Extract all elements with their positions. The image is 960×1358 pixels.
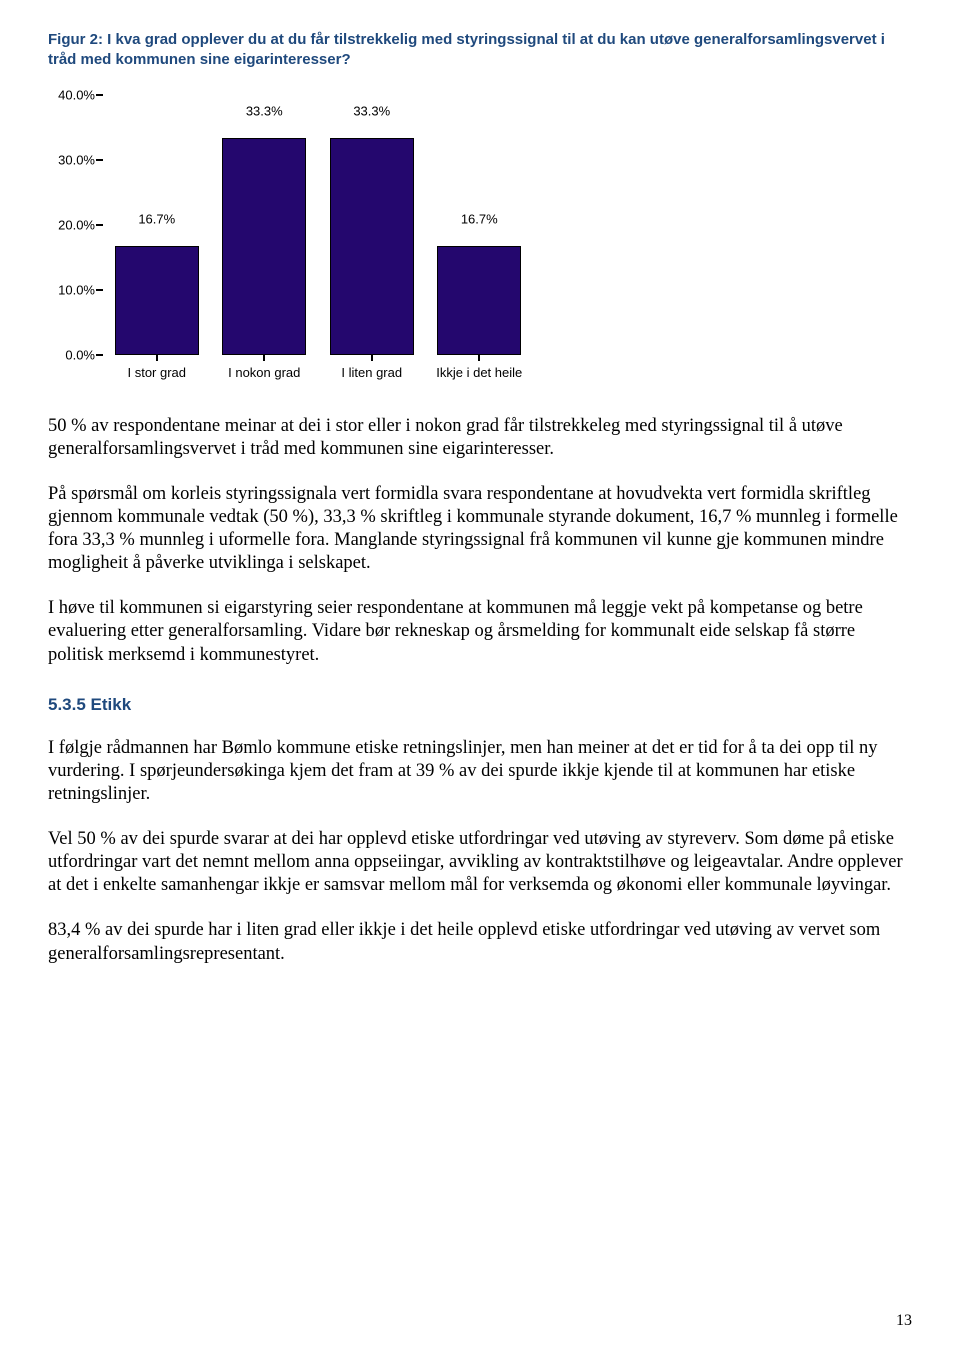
paragraph: Vel 50 % av dei spurde svarar at dei har… [48,828,912,897]
chart-x-tick-mark [263,355,265,361]
paragraph: 83,4 % av dei spurde har i liten grad el… [48,919,912,965]
chart-y-tick-label: 30.0% [58,152,95,167]
chart-x-tick-label: I stor grad [127,365,186,380]
figure-caption: Figur 2: I kva grad opplever du at du få… [48,30,912,71]
chart-y-tick-label: 0.0% [65,347,95,362]
chart-y-tick-mark [96,354,103,356]
chart-y-tick-mark [96,224,103,226]
section-heading-etikk: 5.3.5 Etikk [48,695,912,715]
chart-x-tick-mark [478,355,480,361]
chart-bar-value-label: 33.3% [246,104,283,119]
paragraph: 50 % av respondentane meinar at dei i st… [48,415,912,461]
chart-y-axis: 0.0%10.0%20.0%30.0%40.0% [48,95,103,355]
chart-x-tick-label: Ikkje i det heile [436,365,522,380]
page-number: 13 [896,1312,912,1330]
chart-bar [437,246,521,355]
chart-y-tick-mark [96,159,103,161]
chart-bar [330,138,414,354]
chart-bar-value-label: 16.7% [461,211,498,226]
paragraph: I høve til kommunen si eigarstyring seie… [48,597,912,666]
chart-bar-value-label: 33.3% [353,104,390,119]
chart-x-tick-label: I nokon grad [228,365,300,380]
chart-x-tick-label: I liten grad [341,365,402,380]
chart-x-tick-mark [156,355,158,361]
paragraph: I følgje rådmannen har Bømlo kommune eti… [48,737,912,806]
bar-chart: 0.0%10.0%20.0%30.0%40.0% 16.7%33.3%33.3%… [48,95,543,405]
chart-bar [115,246,199,355]
chart-y-tick-label: 40.0% [58,87,95,102]
paragraph: På spørsmål om korleis styringssignala v… [48,483,912,576]
chart-bar [222,138,306,354]
chart-plot-area: 16.7% 33.3% 33.3% 16.7% [103,95,533,355]
chart-bar-value-label: 16.7% [138,211,175,226]
chart-x-tick-mark [371,355,373,361]
chart-x-axis: I stor grad I nokon grad I liten grad Ikkje… [103,355,533,405]
chart-y-tick-mark [96,94,103,96]
chart-y-tick-label: 20.0% [58,217,95,232]
chart-y-tick-label: 10.0% [58,282,95,297]
chart-y-tick-mark [96,289,103,291]
